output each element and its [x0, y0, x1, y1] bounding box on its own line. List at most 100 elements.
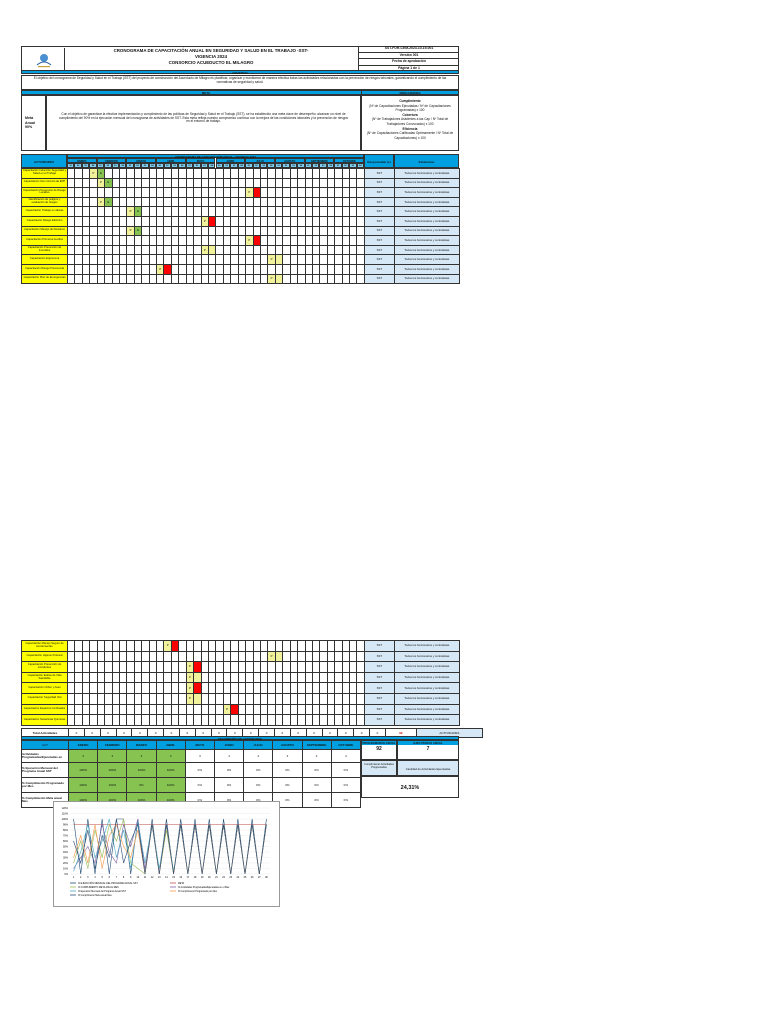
schedule-cell: [259, 196, 269, 208]
schedule-cell: [215, 682, 224, 694]
schedule-cell: [200, 177, 210, 189]
summary-cell: 0%: [301, 777, 332, 793]
schedule-cell: [178, 650, 187, 663]
schedule-cell: [207, 661, 217, 673]
summary-table: ACT ENERO FEBRERO MARZO ABRIL MAYO JUNIO JULIO A…: [21, 740, 362, 808]
compliance-chart: 0% 10% 20% 30% 40% 50% 60% 70% 80% 90% 100% 110% 120…: [53, 801, 280, 907]
schedule-cell: P: [200, 244, 210, 256]
schedule-cell: [259, 263, 269, 275]
schedule-cell: [297, 692, 306, 705]
schedule-cell: [178, 235, 187, 246]
schedule-cell: [81, 263, 91, 275]
table-row: Capacitación Prevención de Accidentes P SS…: [21, 661, 460, 673]
schedule-cell: [274, 187, 284, 198]
schedule-cell: [311, 235, 321, 246]
schedule-cell: P: [200, 215, 210, 227]
schedule-cell: [178, 671, 187, 684]
activity-name: Capacitación Manejo de Residuos: [21, 225, 68, 237]
schedule-cell: [282, 671, 291, 684]
week-header: S4: [356, 163, 364, 168]
schedule-cell: [66, 196, 76, 208]
schedule-cell: [104, 225, 113, 237]
schedule-cell: [126, 168, 135, 179]
schedule-cell: [133, 650, 143, 663]
evidence-cell: Todos los funcionarios y contratistas: [393, 671, 460, 684]
schedule-cell: [267, 671, 276, 684]
schedule-cell: [326, 671, 336, 684]
schedule-cell: [133, 263, 143, 275]
schedule-cell: [111, 714, 120, 726]
schedule-cell: [215, 244, 224, 256]
activities-header: ACTIVIDADES: [21, 154, 67, 168]
schedule-cell: [289, 206, 299, 217]
summary-cell: 4: [272, 749, 303, 763]
schedule-cell: [319, 640, 328, 652]
month-header: OCTUBRE: [334, 158, 364, 163]
schedule-cell: [148, 263, 158, 275]
y-tick-label: 0%: [64, 873, 68, 876]
indicator-title-3: Eficiencia: [402, 126, 418, 131]
programmed-total-box: PROGRAMADAS ANUAL 92: [361, 740, 397, 760]
schedule-cell: [252, 187, 261, 198]
table-row: Capacitación Orden y Aseo P SST Todos los f…: [21, 682, 460, 694]
schedule-cell: [81, 225, 91, 237]
schedule-cell: [178, 244, 187, 256]
summary-cell: 4: [184, 749, 215, 763]
schedule-cell: [311, 225, 321, 237]
schedule-cell: [148, 187, 158, 198]
schedule-cell: [148, 682, 158, 694]
schedule-cell: [163, 650, 172, 663]
schedule-cell: [170, 168, 180, 179]
schedule-cell: [334, 714, 343, 726]
table-row: Capacitación Riesgo Eléctrico P SST Todos l…: [21, 215, 460, 227]
schedule-cell: [200, 682, 210, 694]
month-header: AGOSTO: [274, 158, 305, 163]
schedule-cell: [207, 650, 217, 663]
schedule-cell: [245, 273, 254, 285]
schedule-cell: [297, 206, 306, 217]
month-header: ENERO: [67, 158, 97, 163]
x-tick-label: 5: [101, 876, 103, 879]
x-tick-label: 25: [244, 876, 247, 879]
summary-cell: 0%: [272, 762, 303, 778]
schedule-cell: [230, 650, 239, 663]
legend-label: % EJECUCIÓN MENSUAL DEL PROGRAMA ANUAL S…: [78, 882, 138, 885]
schedule-cell: [289, 692, 299, 705]
schedule-cell: [237, 661, 247, 673]
schedule-cell: [215, 187, 224, 198]
title-line-3: CONSORCIO ACUEDUCTO EL MILAGRO: [168, 60, 254, 65]
schedule-cell: [222, 273, 232, 285]
schedule-cell: [356, 168, 365, 179]
schedule-cell: [74, 168, 83, 179]
schedule-cell: [111, 187, 120, 198]
schedule-cell: [200, 703, 210, 716]
schedule-cell: [185, 225, 195, 237]
schedule-cell: [319, 196, 328, 208]
schedule-cell: [200, 225, 210, 237]
schedule-cell: [334, 235, 343, 246]
schedule-cell: [200, 640, 210, 652]
schedule-cell: [319, 206, 328, 217]
schedule-cell: [156, 235, 165, 246]
schedule-cell: [96, 235, 106, 246]
schedule-cell: [170, 206, 180, 217]
activity-name: Capacitación Espacios Confinados: [21, 703, 68, 716]
schedule-cell: [245, 215, 254, 227]
schedule-cell: [74, 187, 83, 198]
responsible-cell: SST: [363, 682, 395, 694]
week-header: S1: [215, 163, 223, 168]
schedule-cell: [356, 650, 365, 663]
schedule-cell: [252, 692, 261, 705]
schedule-cell: [349, 640, 358, 652]
week-header: S3: [260, 163, 268, 168]
schedule-cell: [126, 671, 135, 684]
schedule-cell: [349, 661, 358, 673]
week-header: S3: [141, 163, 149, 168]
schedule-cell: [259, 168, 269, 179]
schedule-cell: [245, 692, 254, 705]
schedule-cell: [185, 187, 195, 198]
schedule-cell: [104, 273, 113, 285]
schedule-cell: [200, 206, 210, 217]
schedule-cell: [200, 650, 210, 663]
y-tick-label: 80%: [63, 829, 69, 832]
